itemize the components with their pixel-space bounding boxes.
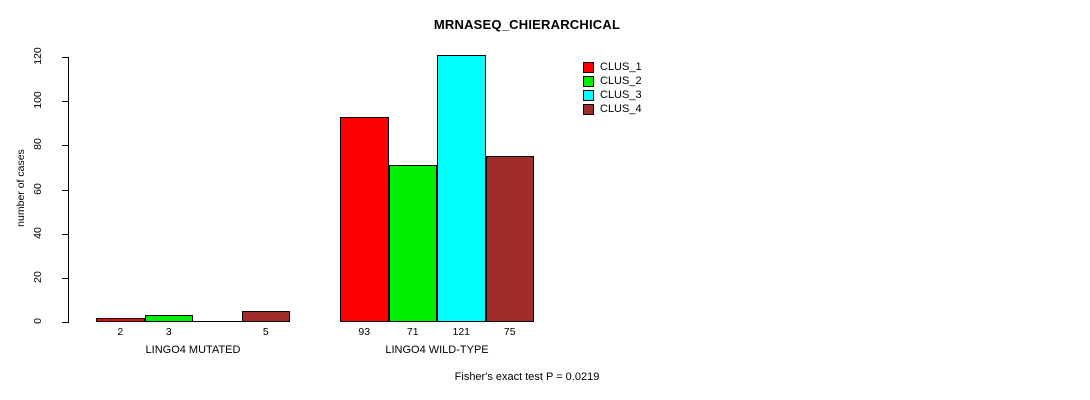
bar-value-label: 121	[452, 326, 471, 338]
legend-color-swatch	[583, 75, 594, 87]
y-axis-tick-label: 120	[32, 47, 44, 65]
bar-value-label: 3	[165, 326, 172, 338]
bar-value-label: 75	[503, 326, 516, 338]
bar-clus_3-group-1-zero	[193, 321, 242, 322]
legend-label: CLUS_2	[600, 74, 642, 87]
y-axis-tick-label: 20	[32, 270, 44, 283]
y-axis-tick-mark	[62, 101, 68, 103]
legend-item-clus_2: CLUS_2	[583, 74, 642, 88]
legend-color-swatch	[583, 103, 594, 115]
bar-value-label: 93	[358, 326, 371, 338]
y-axis-line	[68, 57, 69, 323]
legend-color-swatch	[583, 89, 594, 101]
y-axis-tick-mark	[62, 145, 68, 147]
legend-item-clus_3: CLUS_3	[583, 88, 642, 102]
legend-item-clus_1: CLUS_1	[583, 60, 642, 74]
y-axis-tick-mark	[62, 322, 68, 323]
y-axis-tick-mark	[62, 233, 68, 235]
bar-clus_4-group-1	[241, 310, 290, 322]
bar-value-label: 2	[117, 326, 124, 338]
y-axis-tick-mark	[62, 189, 68, 191]
bar-clus_2-group-1	[144, 315, 193, 322]
bar-clus_2-group-2	[388, 165, 437, 322]
y-axis-title: number of cases	[15, 149, 27, 227]
group-axis-label: LINGO4 MUTATED	[145, 344, 241, 356]
group-axis-label: LINGO4 WILD-TYPE	[385, 344, 489, 356]
bar-value-label: 71	[406, 326, 419, 338]
legend-label: CLUS_4	[600, 102, 642, 115]
y-axis-tick-mark	[62, 57, 68, 58]
chart-title: MRNASEQ_CHIERARCHICAL	[433, 17, 621, 32]
bar-value-label: 5	[262, 326, 269, 338]
bar-clus_4-group-2	[485, 156, 534, 322]
y-axis-tick-label: 60	[32, 182, 44, 195]
bar-clus_3-group-2	[437, 54, 486, 322]
legend: CLUS_1 CLUS_2 CLUS_3 CLUS_4	[583, 60, 642, 116]
statistical-test-annotation: Fisher's exact test P = 0.0219	[454, 371, 600, 383]
legend-item-clus_4: CLUS_4	[583, 102, 642, 116]
y-axis-tick-label: 40	[32, 226, 44, 239]
legend-color-swatch	[583, 61, 594, 73]
y-axis-tick-label: 0	[32, 318, 44, 324]
legend-label: CLUS_3	[600, 88, 642, 101]
y-axis-tick-label: 100	[32, 91, 44, 109]
y-axis-tick-mark	[62, 277, 68, 279]
y-axis-tick-label: 80	[32, 138, 44, 151]
bar-clus_1-group-2	[340, 116, 389, 322]
legend-label: CLUS_1	[600, 60, 642, 73]
bar-clus_1-group-1	[96, 317, 145, 322]
